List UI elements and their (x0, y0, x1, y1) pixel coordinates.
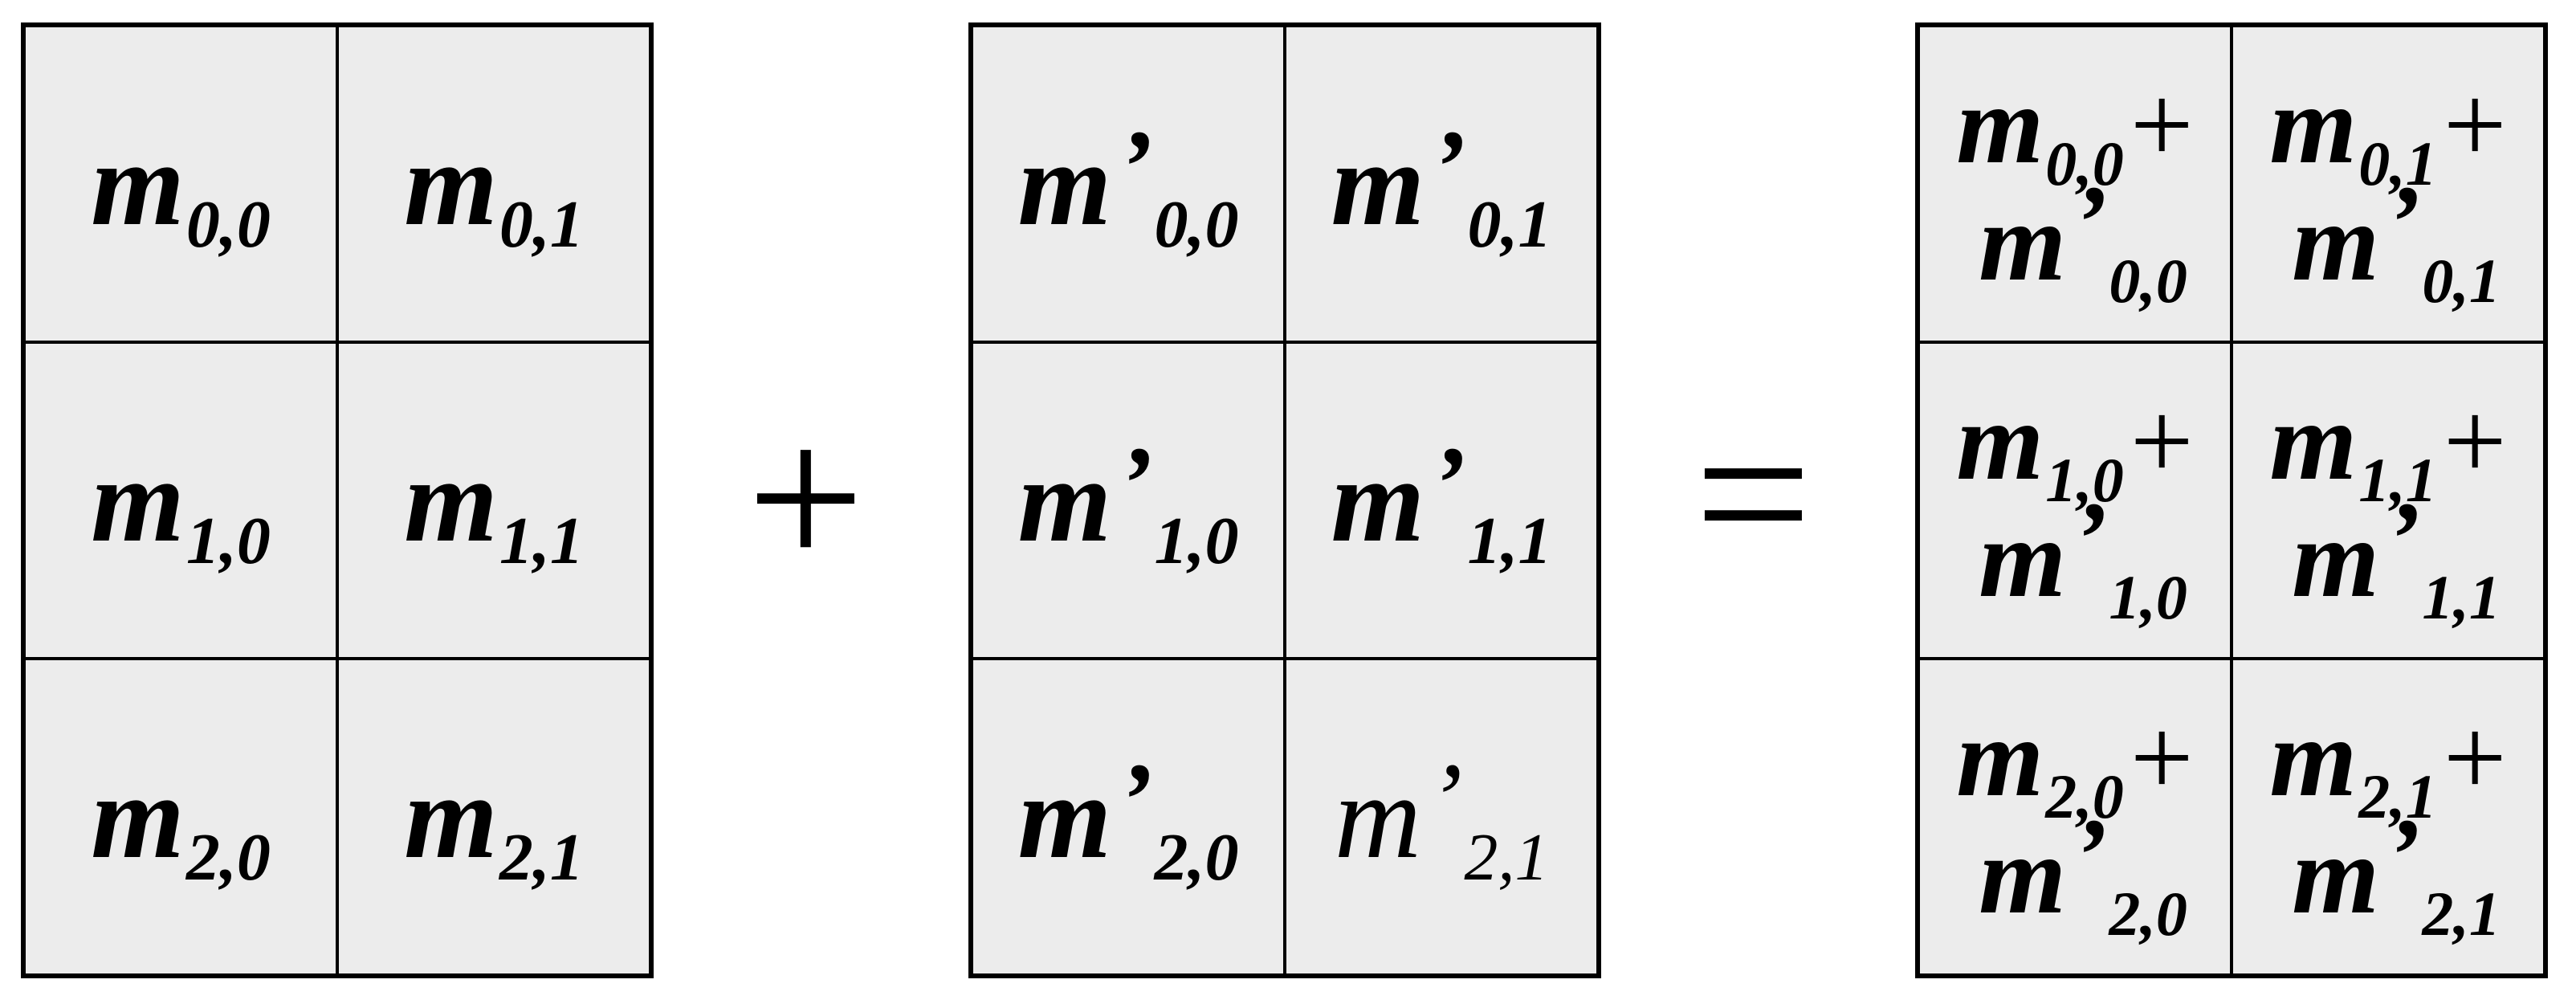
matrix-c: m0,0+ m’0,0 m0,1+ m’0,1 m1,0+ m’1,0 m1,1… (1915, 22, 2548, 978)
equals-operator: = (1694, 378, 1812, 610)
sum-term-m: m0,0+ (1956, 63, 2194, 198)
sum-term-m-prime: m’0,0 (1979, 165, 2187, 316)
matrix-a-cell-0-1: m0,1 (336, 24, 652, 344)
matrix-a-term: m2,1 (404, 750, 584, 895)
matrix-b-term: m’0,0 (1017, 109, 1239, 262)
matrix-c-cell-1-0: m1,0+ m’1,0 (1917, 341, 2233, 660)
matrix-c-cell-1-1: m1,1+ m’1,1 (2230, 341, 2546, 660)
sum-term-m: m1,1+ (2269, 379, 2507, 515)
sum-term-m-prime: m’1,0 (1979, 481, 2187, 632)
matrix-a-term: m0,0 (91, 117, 271, 262)
sum-term-m: m1,0+ (1956, 379, 2194, 515)
matrix-c-cell-0-0: m0,0+ m’0,0 (1917, 24, 2233, 344)
matrix-b-cell-1-0: m’1,0 (970, 341, 1286, 660)
plus-operator: + (747, 382, 865, 614)
matrix-b-cell-0-0: m’0,0 (970, 24, 1286, 344)
sum-term-m: m2,1+ (2269, 696, 2507, 831)
matrix-a-cell-2-1: m2,1 (336, 657, 652, 977)
matrix-b-term: m’0,1 (1331, 109, 1552, 262)
sum-term-m-prime: m’1,1 (2292, 481, 2501, 632)
matrix-c-cell-2-1: m2,1+ m’2,1 (2230, 657, 2546, 977)
matrix-b-term: m’2,1 (1334, 742, 1549, 895)
sum-term-m-prime: m’2,1 (2292, 798, 2501, 949)
matrix-b-cell-2-1: m’2,1 (1283, 657, 1600, 977)
matrix-a: m0,0 m0,1 m1,0 m1,1 m2,0 m2,1 (21, 22, 654, 978)
matrix-a-cell-1-1: m1,1 (336, 341, 652, 660)
matrix-c-cell-2-0: m2,0+ m’2,0 (1917, 657, 2233, 977)
matrix-a-term: m0,1 (404, 117, 584, 262)
matrix-a-term: m1,1 (404, 434, 584, 578)
matrix-c-cell-0-1: m0,1+ m’0,1 (2230, 24, 2546, 344)
sum-term-m: m0,1+ (2269, 63, 2507, 198)
matrix-a-cell-0-0: m0,0 (22, 24, 339, 344)
matrix-b-term: m’1,1 (1331, 426, 1552, 578)
sum-term-m-prime: m’0,1 (2292, 165, 2501, 316)
sum-term-m-prime: m’2,0 (1979, 798, 2187, 949)
matrix-a-cell-2-0: m2,0 (22, 657, 339, 977)
sum-term-m: m2,0+ (1956, 696, 2194, 831)
matrix-a-term: m2,0 (91, 750, 271, 895)
matrix-b-term: m’2,0 (1017, 742, 1239, 895)
matrix-a-cell-1-0: m1,0 (22, 341, 339, 660)
matrix-b: m’0,0 m’0,1 m’1,0 m’1,1 m’2,0 m’2,1 (968, 22, 1601, 978)
matrix-b-cell-0-1: m’0,1 (1283, 24, 1600, 344)
matrix-b-cell-1-1: m’1,1 (1283, 341, 1600, 660)
matrix-a-term: m1,0 (91, 434, 271, 578)
matrix-b-cell-2-0: m’2,0 (970, 657, 1286, 977)
matrix-b-term: m’1,0 (1017, 426, 1239, 578)
